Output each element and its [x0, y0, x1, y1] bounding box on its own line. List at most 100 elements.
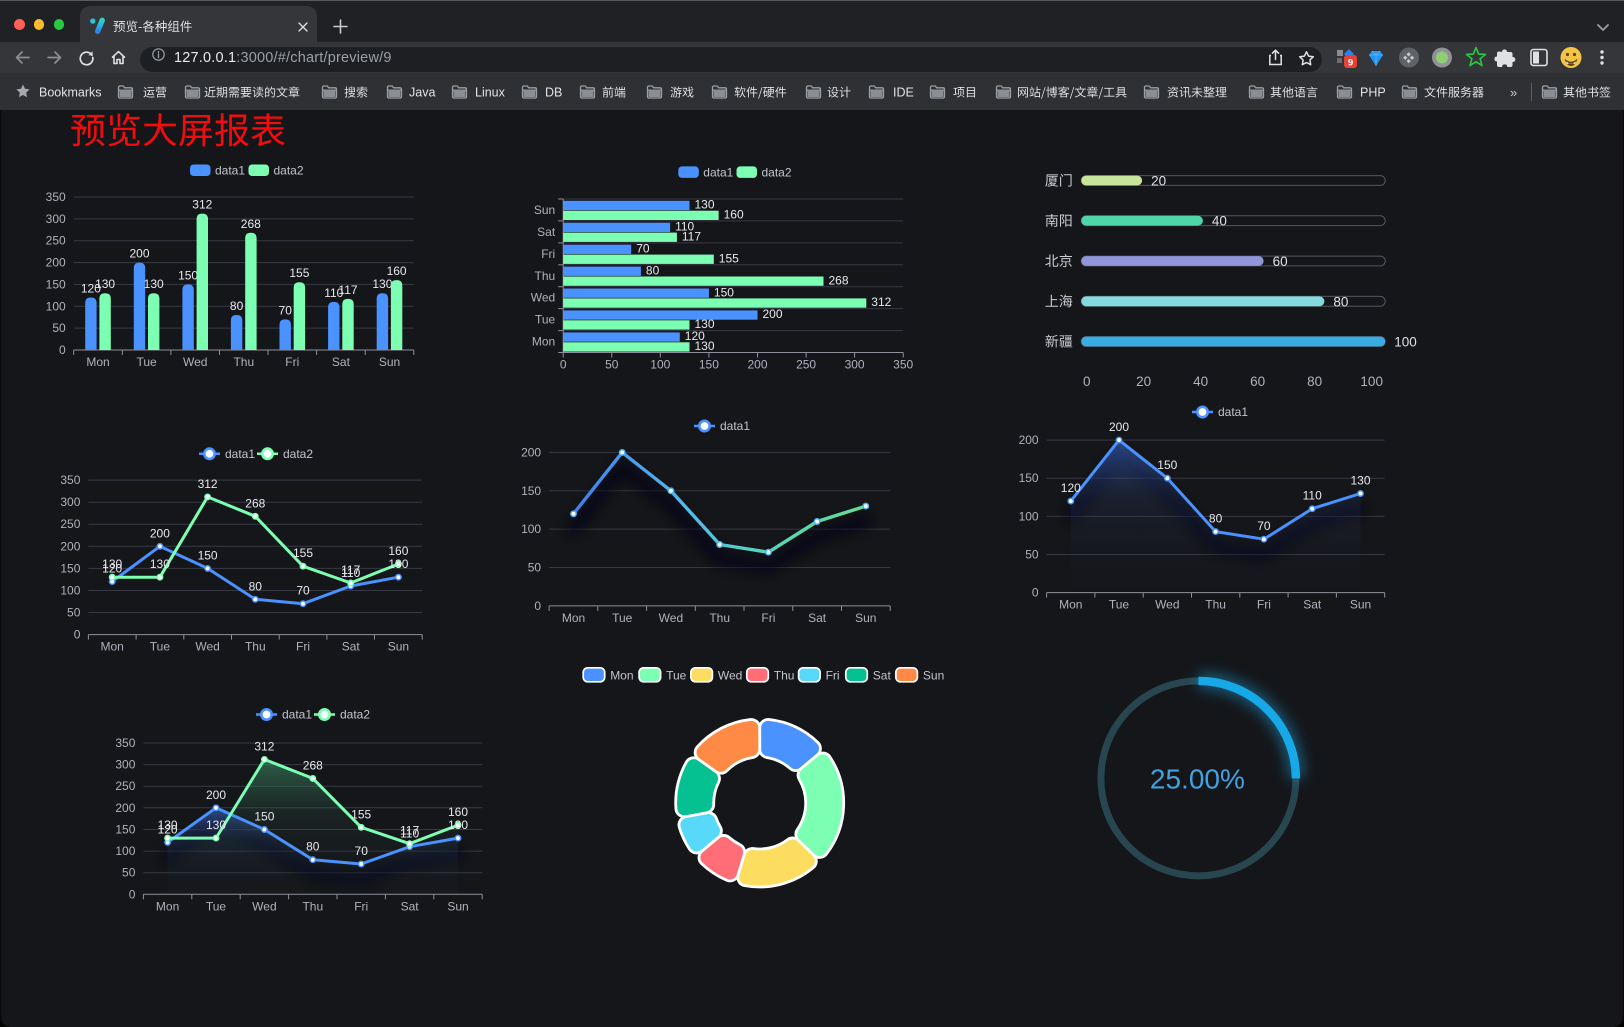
svg-text:data1: data1	[720, 419, 750, 433]
svg-text:Wed: Wed	[183, 355, 207, 369]
svg-text:268: 268	[303, 758, 323, 772]
svg-text:130: 130	[388, 557, 408, 571]
svg-text:70: 70	[636, 242, 650, 256]
svg-text:Tue: Tue	[666, 669, 687, 683]
svg-text:Wed: Wed	[531, 291, 555, 305]
svg-text:Sun: Sun	[388, 640, 409, 654]
svg-text:130: 130	[448, 818, 468, 832]
svg-text:300: 300	[46, 212, 66, 226]
svg-text:Thu: Thu	[1205, 598, 1226, 612]
svg-text:100: 100	[115, 844, 135, 858]
svg-text:IDE: IDE	[893, 86, 914, 100]
svg-text:Sun: Sun	[1350, 598, 1371, 612]
svg-text:Thu: Thu	[774, 669, 795, 683]
svg-text:160: 160	[724, 208, 744, 222]
svg-text:350: 350	[893, 358, 913, 372]
svg-text:350: 350	[46, 190, 66, 204]
svg-text:Mon: Mon	[156, 899, 179, 913]
svg-text:268: 268	[245, 496, 265, 510]
svg-text:Fri: Fri	[1257, 598, 1271, 612]
svg-text:120: 120	[685, 329, 705, 343]
svg-text:Sat: Sat	[342, 640, 361, 654]
svg-text:130: 130	[695, 198, 715, 212]
svg-text:Sat: Sat	[401, 899, 420, 913]
svg-text:130: 130	[695, 339, 715, 353]
svg-text:150: 150	[1019, 471, 1039, 485]
svg-text:Mon: Mon	[532, 335, 555, 349]
svg-text:Bookmarks: Bookmarks	[39, 86, 102, 100]
svg-text:Sun: Sun	[447, 899, 468, 913]
svg-text:Wed: Wed	[718, 669, 742, 683]
svg-text:150: 150	[1157, 458, 1177, 472]
svg-text:Tue: Tue	[535, 313, 556, 327]
svg-text:80: 80	[230, 299, 244, 313]
svg-text:312: 312	[871, 295, 891, 309]
svg-text:Sat: Sat	[808, 611, 827, 625]
svg-text:200: 200	[115, 801, 135, 815]
svg-text:Mon: Mon	[562, 611, 585, 625]
svg-text:200: 200	[763, 307, 783, 321]
svg-text:70: 70	[355, 844, 369, 858]
svg-text:50: 50	[528, 561, 542, 575]
svg-text:25.00%: 25.00%	[1150, 763, 1245, 794]
svg-text:117: 117	[400, 824, 419, 838]
svg-text:110: 110	[341, 566, 360, 580]
svg-text:100: 100	[1394, 335, 1417, 350]
svg-text:Mon: Mon	[86, 355, 109, 369]
svg-text:Thu: Thu	[302, 899, 323, 913]
svg-text:150: 150	[60, 561, 80, 575]
svg-text:200: 200	[1019, 433, 1039, 447]
svg-text:data2: data2	[762, 165, 792, 179]
svg-text:200: 200	[747, 358, 767, 372]
svg-text:60: 60	[1273, 254, 1288, 269]
svg-text:150: 150	[714, 285, 734, 299]
svg-text:data2: data2	[274, 164, 304, 178]
svg-text:20: 20	[1151, 174, 1166, 189]
svg-text:150: 150	[699, 358, 719, 372]
svg-text:Sat: Sat	[873, 669, 892, 683]
svg-text:Fri: Fri	[296, 640, 310, 654]
svg-text:60: 60	[1250, 374, 1265, 389]
svg-text:100: 100	[1360, 374, 1383, 389]
svg-text:70: 70	[279, 303, 293, 317]
svg-text:Fri: Fri	[354, 899, 368, 913]
svg-text:120: 120	[158, 822, 178, 836]
svg-text:50: 50	[122, 866, 136, 880]
svg-text:Tue: Tue	[136, 355, 157, 369]
svg-text:250: 250	[796, 358, 816, 372]
svg-text:150: 150	[115, 823, 135, 837]
svg-text:200: 200	[60, 539, 80, 553]
svg-text:150: 150	[198, 548, 218, 562]
svg-text:80: 80	[1333, 294, 1348, 309]
svg-text:Fri: Fri	[826, 669, 840, 683]
svg-text:Mon: Mon	[610, 669, 633, 683]
svg-text:Sat: Sat	[1303, 598, 1322, 612]
svg-text:250: 250	[46, 234, 66, 248]
svg-text:300: 300	[60, 495, 80, 509]
svg-text:data1: data1	[1218, 405, 1248, 419]
svg-text:Thu: Thu	[709, 611, 730, 625]
svg-text:110: 110	[400, 827, 419, 841]
svg-text:160: 160	[448, 805, 468, 819]
svg-text:Sun: Sun	[923, 669, 944, 683]
svg-text:160: 160	[388, 544, 408, 558]
svg-text:110: 110	[675, 220, 694, 234]
svg-text:Wed: Wed	[195, 640, 219, 654]
svg-text:data1: data1	[225, 447, 255, 461]
svg-text:130: 130	[102, 557, 122, 571]
svg-text:100: 100	[60, 584, 80, 598]
svg-text:0: 0	[129, 887, 136, 901]
svg-text:40: 40	[1193, 374, 1208, 389]
svg-text:0: 0	[560, 358, 567, 372]
svg-text:150: 150	[178, 268, 198, 282]
svg-text:Thu: Thu	[233, 355, 254, 369]
svg-text:268: 268	[241, 217, 261, 231]
svg-text:0: 0	[74, 628, 81, 642]
svg-text:100: 100	[1019, 509, 1039, 523]
svg-text:117: 117	[341, 563, 360, 577]
svg-text:200: 200	[521, 445, 541, 459]
svg-text:data2: data2	[283, 447, 313, 461]
svg-text:130: 130	[372, 277, 392, 291]
svg-text:9: 9	[1348, 57, 1353, 68]
svg-text:Wed: Wed	[1155, 598, 1179, 612]
